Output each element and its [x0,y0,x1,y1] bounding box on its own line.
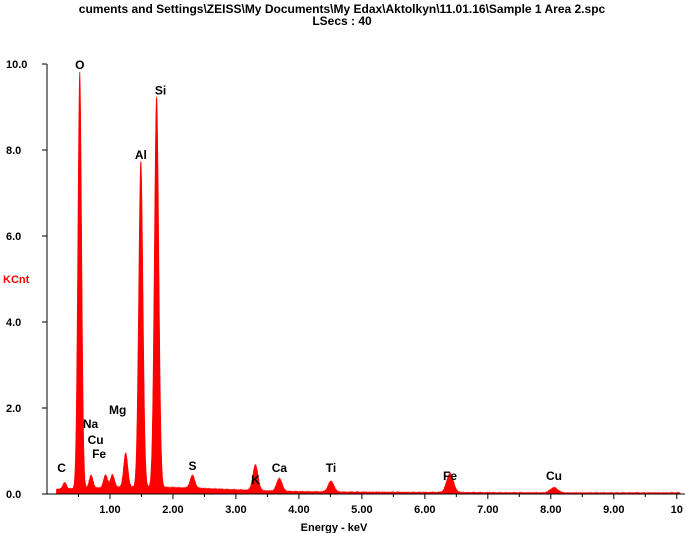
spectrum-series [56,71,681,496]
x-tick-label: 8.00 [540,504,561,516]
y-tick-label: 8.0 [6,145,21,157]
y-tick-label: 6.0 [6,231,21,243]
chart-title: cuments and Settings\ZEISS\My Documents\… [79,2,606,16]
peak-label-c: C [57,461,66,475]
y-axis-label: KCnt [3,274,30,286]
chart-subtitle: LSecs : 40 [312,14,372,28]
peak-label-cu: Cu [546,469,562,483]
y-tick-label: 10.0 [6,59,27,71]
x-tick-label: 10 [671,504,683,516]
y-tick-label: 0.0 [6,489,21,501]
x-tick-label: 7.00 [477,504,498,516]
peak-label-ca: Ca [272,461,288,475]
spectrum-layer [56,71,681,496]
x-tick-label: 1.00 [99,504,120,516]
peak-label-na: Na [83,417,99,431]
x-tick-label: 4.00 [288,504,309,516]
peak-label-s: S [188,459,196,473]
peak-label-ti: Ti [326,461,336,475]
x-tick-label: 5.00 [351,504,372,516]
x-tick-label: 2.00 [162,504,183,516]
x-tick-label: 3.00 [225,504,246,516]
peak-label-k: K [251,473,260,487]
peak-label-si: Si [155,84,166,98]
x-tick-label: 9.00 [603,504,624,516]
peak-label-fe: Fe [443,469,457,483]
peak-label-o: O [75,58,84,72]
y-tick-label: 2.0 [6,403,21,415]
peak-label-mg: Mg [109,403,126,417]
y-axis-ticks: 0.0 2.0 4.0 6.0 8.0 10.0 [6,59,47,501]
y-tick-label: 4.0 [6,317,21,329]
x-axis-label: Energy - keV [301,522,368,533]
peak-label-fe: Fe [92,447,106,461]
x-axis-ticks: 1.00 2.00 3.00 4.00 5.00 6.00 7.00 8.00 9.00 10 [77,494,683,516]
peak-label-al: Al [135,148,147,162]
x-tick-label: 6.00 [414,504,435,516]
peak-label-cu: Cu [88,433,104,447]
